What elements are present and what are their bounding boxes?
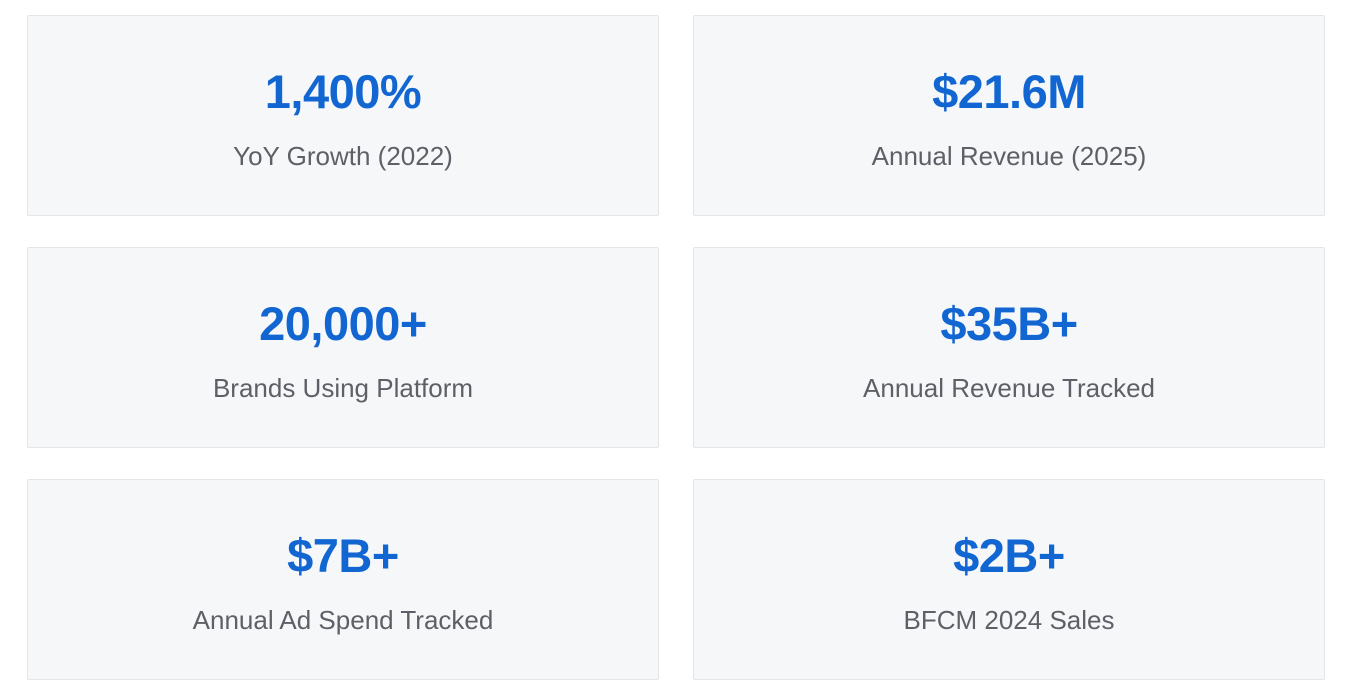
- stat-value: 20,000+: [259, 296, 427, 350]
- stat-label: Annual Ad Spend Tracked: [192, 604, 494, 635]
- stat-card-ad-spend-tracked: $7B+ Annual Ad Spend Tracked: [27, 479, 659, 680]
- stat-label: YoY Growth (2022): [233, 140, 453, 171]
- stat-card-brands-using-platform: 20,000+ Brands Using Platform: [27, 247, 659, 448]
- stat-card-bfcm-sales: $2B+ BFCM 2024 Sales: [693, 479, 1325, 680]
- stat-label: Annual Revenue Tracked: [863, 372, 1155, 403]
- stat-value: $35B+: [940, 296, 1078, 350]
- stat-value: $21.6M: [932, 64, 1086, 118]
- stat-card-annual-revenue: $21.6M Annual Revenue (2025): [693, 15, 1325, 216]
- stat-label: Annual Revenue (2025): [871, 140, 1147, 171]
- stat-value: 1,400%: [264, 64, 422, 118]
- stat-value: $2B+: [953, 528, 1065, 582]
- stat-label: Brands Using Platform: [212, 372, 474, 403]
- stat-value: $7B+: [287, 528, 399, 582]
- stat-label: BFCM 2024 Sales: [903, 604, 1115, 635]
- stat-card-yoy-growth: 1,400% YoY Growth (2022): [27, 15, 659, 216]
- stat-card-annual-revenue-tracked: $35B+ Annual Revenue Tracked: [693, 247, 1325, 448]
